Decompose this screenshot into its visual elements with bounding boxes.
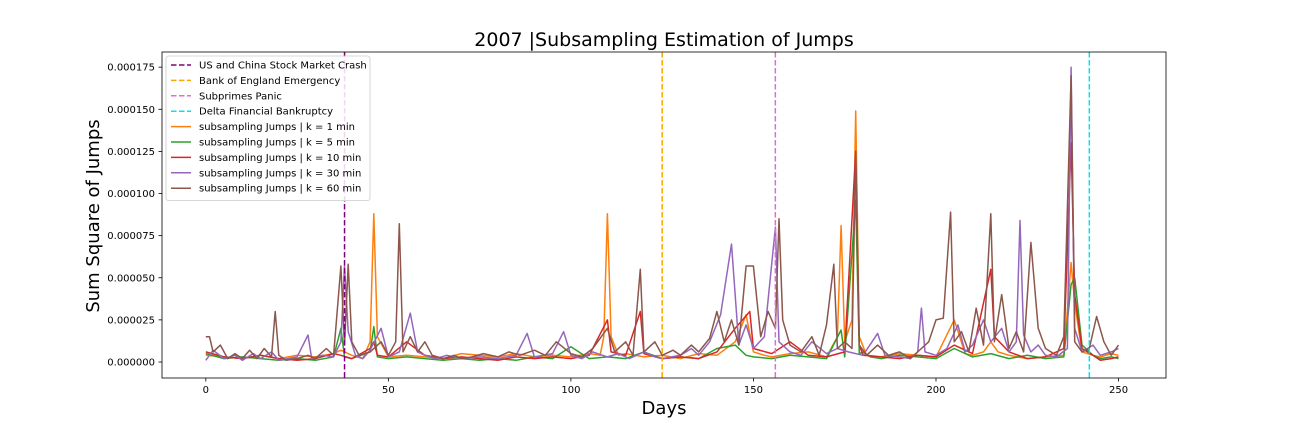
- y-tick-label: 0.000075: [107, 231, 155, 242]
- legend-label: subsampling Jumps | k = 1 min: [199, 122, 355, 133]
- x-tick-label: 50: [382, 385, 395, 396]
- x-tick-label: 150: [744, 385, 763, 396]
- x-tick-label: 200: [926, 385, 945, 396]
- legend: US and China Stock Market Crash Bank of E…: [165, 55, 371, 202]
- series-line-5: [205, 74, 1120, 362]
- event-lines: [343, 52, 1091, 378]
- legend-label: Bank of England Emergency: [199, 76, 340, 87]
- legend-label: subsampling Jumps | k = 5 min: [199, 138, 355, 149]
- y-tick-label: 0.000025: [107, 315, 155, 326]
- legend-label: US and China Stock Market Crash: [199, 61, 367, 72]
- x-tick-label: 0: [203, 385, 209, 396]
- series-lines: [205, 66, 1120, 362]
- x-axis: 0 50 100 150 200 250: [203, 378, 1128, 396]
- chart-title: 2007 |Subsampling Estimation of Jumps: [474, 29, 853, 51]
- y-tick-label: 0.000125: [107, 147, 155, 158]
- y-tick-label: 0.000000: [107, 357, 155, 368]
- x-tick-label: 250: [1109, 385, 1128, 396]
- y-tick-label: 0.000100: [107, 189, 155, 200]
- x-tick-label: 100: [561, 385, 580, 396]
- y-tick-label: 0.000175: [107, 63, 155, 74]
- legend-label: subsampling Jumps | k = 60 min: [199, 184, 361, 195]
- y-axis-title: Sum Square of Jumps: [83, 119, 104, 312]
- plot-frame: [161, 51, 1167, 379]
- y-tick-label: 0.000150: [107, 105, 155, 116]
- legend-box: [165, 55, 371, 202]
- series-line-4: [205, 66, 1119, 362]
- legend-label: Delta Financial Bankruptcy: [199, 107, 333, 118]
- y-tick-label: 0.000050: [107, 273, 155, 284]
- legend-label: subsampling Jumps | k = 30 min: [199, 168, 361, 179]
- legend-label: Subprimes Panic: [199, 91, 282, 102]
- legend-label: subsampling Jumps | k = 10 min: [199, 153, 361, 164]
- y-axis: 0.000000 0.000025 0.000050 0.000075 0.000100…: [107, 63, 162, 368]
- x-axis-title: Days: [642, 398, 687, 419]
